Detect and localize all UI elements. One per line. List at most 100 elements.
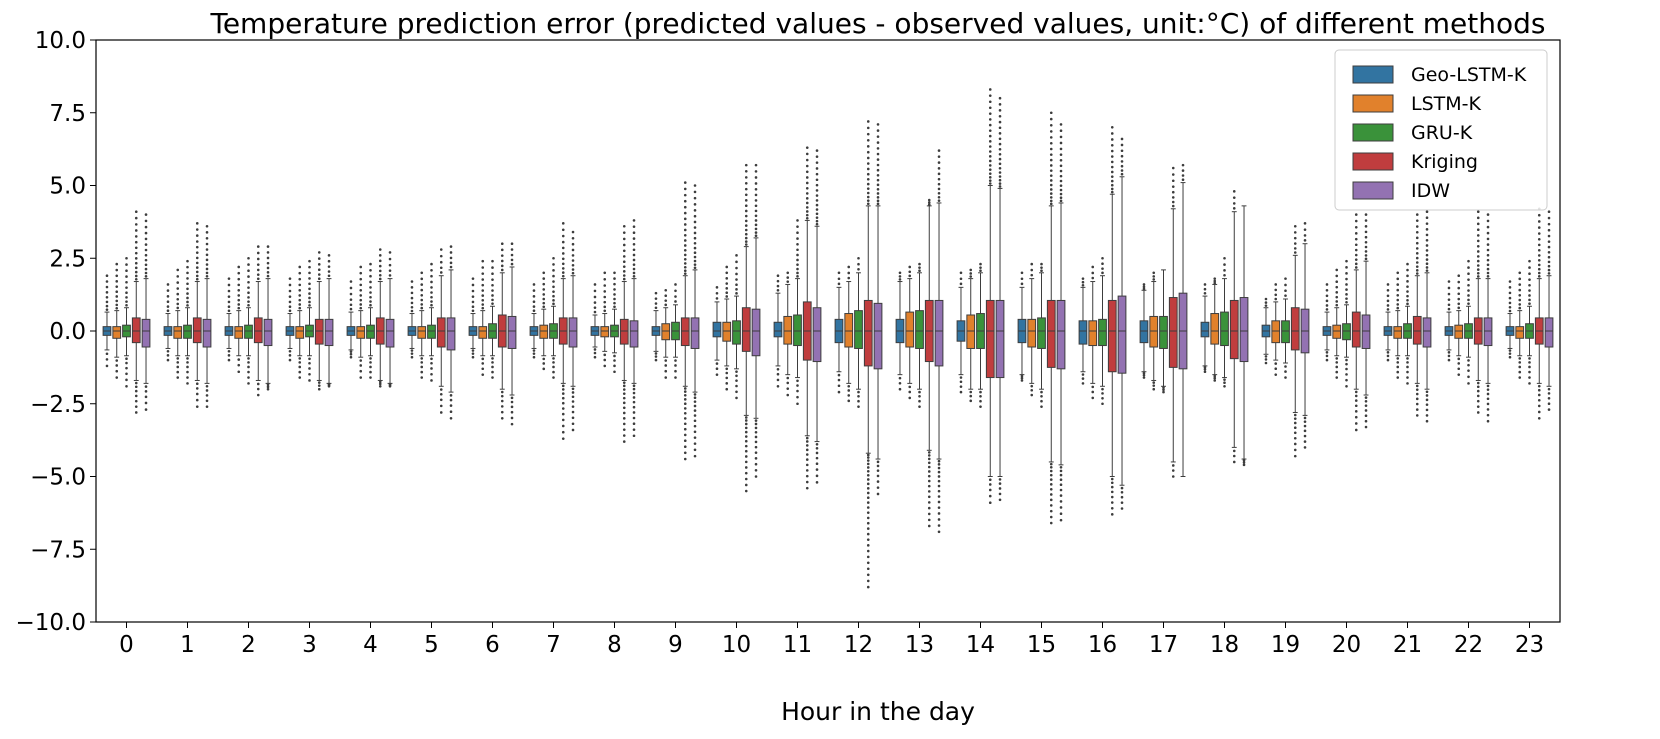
outlier-point: [866, 462, 870, 466]
outlier-point: [561, 267, 565, 270]
outlier-point: [1396, 361, 1400, 364]
outlier-point: [1110, 490, 1114, 494]
outlier-point: [937, 182, 941, 186]
outlier-point: [359, 289, 363, 292]
outlier-point: [786, 271, 790, 275]
outlier-point: [1537, 267, 1541, 271]
legend-label: IDW: [1411, 180, 1450, 202]
outlier-point: [115, 285, 119, 288]
outlier-point: [754, 475, 758, 478]
box: [1351, 311, 1361, 348]
outlier-point: [227, 305, 231, 308]
outlier-point: [1213, 376, 1217, 380]
outlier-point: [125, 256, 128, 260]
outlier-point: [1415, 414, 1419, 417]
outlier-point: [988, 159, 992, 163]
outlier-point: [815, 446, 819, 450]
outlier-point: [1457, 306, 1461, 310]
outlier-point: [115, 274, 119, 278]
outlier-point: [613, 277, 616, 280]
outlier-point: [1406, 382, 1409, 385]
outlier-point: [176, 302, 180, 306]
outlier-point: [186, 376, 189, 379]
outlier-point: [1415, 256, 1419, 260]
outlier-point: [571, 248, 575, 252]
outlier-point: [542, 297, 546, 301]
outlier-point: [1335, 295, 1339, 299]
outlier-point: [866, 126, 870, 130]
box: [1107, 299, 1117, 373]
outlier-point: [1345, 293, 1348, 296]
outlier-point: [298, 365, 302, 369]
outlier-point: [857, 268, 860, 271]
outlier-point: [481, 357, 485, 361]
outlier-point: [937, 500, 941, 504]
outlier-point: [317, 257, 321, 260]
outlier-point: [866, 156, 870, 160]
outlier-point: [693, 409, 697, 412]
outlier-point: [1110, 501, 1114, 504]
outlier-point: [725, 271, 729, 275]
outlier-point: [1467, 382, 1470, 385]
box: [385, 318, 395, 348]
box: [112, 326, 122, 339]
outlier-point: [481, 294, 485, 297]
outlier-point: [1547, 228, 1551, 232]
outlier-point: [1528, 294, 1531, 297]
outlier-point: [1171, 185, 1175, 188]
outlier-point: [1110, 165, 1114, 169]
outlier-point: [491, 259, 494, 263]
outlier-point: [1476, 271, 1480, 275]
outlier-point: [439, 398, 443, 402]
outlier-point: [298, 271, 302, 275]
outlier-point: [500, 242, 504, 245]
outlier-point: [1537, 226, 1541, 229]
outlier-point: [1059, 518, 1063, 522]
box: [202, 318, 212, 348]
outlier-point: [561, 228, 565, 232]
box: [192, 317, 202, 344]
outlier-point: [1049, 473, 1053, 477]
outlier-point: [552, 370, 555, 374]
outlier-point: [1364, 414, 1368, 417]
outlier-point: [420, 370, 424, 374]
outlier-point: [744, 193, 748, 197]
outlier-point: [378, 254, 382, 257]
outlier-point: [1406, 370, 1409, 374]
outlier-point: [1467, 375, 1470, 379]
outlier-point: [927, 454, 931, 457]
outlier-point: [1396, 298, 1400, 302]
outlier-point: [1508, 309, 1512, 313]
outlier-point: [1110, 132, 1114, 135]
outlier-point: [998, 162, 1002, 166]
outlier-point: [491, 365, 494, 369]
outlier-point: [1059, 196, 1063, 199]
outlier-point: [1415, 384, 1419, 388]
outlier-point: [693, 236, 697, 240]
outlier-point: [166, 349, 170, 353]
outlier-point: [542, 305, 546, 309]
outlier-point: [866, 132, 870, 136]
outlier-point: [134, 270, 138, 274]
outlier-point: [1232, 190, 1236, 193]
outlier-point: [898, 271, 902, 275]
outlier-point: [256, 268, 260, 272]
outlier-point: [176, 268, 180, 272]
outlier-point: [693, 214, 697, 218]
outlier-point: [693, 436, 697, 439]
outlier-point: [1325, 308, 1329, 311]
outlier-point: [1476, 275, 1480, 278]
outlier-point: [693, 196, 697, 200]
outlier-point: [786, 381, 790, 385]
outlier-point: [786, 280, 790, 283]
outlier-point: [1425, 419, 1429, 423]
outlier-point: [857, 262, 860, 266]
outlier-point: [1396, 306, 1400, 310]
outlier-point: [622, 260, 626, 263]
outlier-point: [561, 392, 565, 395]
outlier-point: [1110, 513, 1114, 516]
box: [1200, 321, 1210, 338]
outlier-point: [491, 370, 494, 374]
outlier-point: [937, 506, 941, 509]
outlier-point: [134, 389, 138, 393]
